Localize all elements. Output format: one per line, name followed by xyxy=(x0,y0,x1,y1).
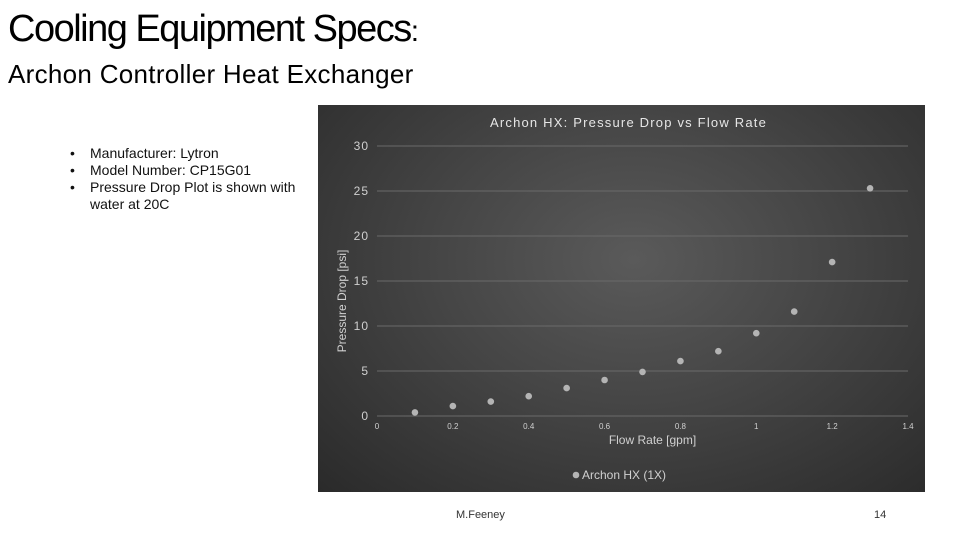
page-number: 14 xyxy=(874,509,887,521)
data-point xyxy=(752,329,760,337)
slide-title: Cooling Equipment Specs: xyxy=(8,10,419,48)
data-point xyxy=(601,376,608,384)
legend-label: Archon HX (1X) xyxy=(582,468,666,482)
data-point xyxy=(639,368,646,376)
slide-title-colon: : xyxy=(410,15,420,48)
pressure-drop-chart: Archon HX: Pressure Drop vs Flow Rate 0 5 1… xyxy=(335,115,914,482)
data-point xyxy=(828,258,836,266)
y-axis-title: Pressure Drop [psi] xyxy=(335,250,349,353)
y-tick-label: 5 xyxy=(361,364,369,378)
x-tick-label: 0.6 xyxy=(599,422,611,431)
y-tick-label: 20 xyxy=(354,229,369,243)
x-tick-label: 0.8 xyxy=(675,422,687,431)
data-point xyxy=(487,398,495,405)
data-point xyxy=(525,392,533,400)
y-tick-label: 25 xyxy=(354,184,369,198)
footer-author: M.Feeney xyxy=(456,509,505,521)
x-tick-label: 1.4 xyxy=(902,422,914,431)
x-tick-label: 0.4 xyxy=(523,422,535,431)
data-point xyxy=(677,357,684,365)
data-point xyxy=(411,409,419,416)
y-tick-label: 30 xyxy=(354,139,369,153)
x-tick-label: 1 xyxy=(754,422,759,431)
slide-title-text: Cooling Equipment Specs xyxy=(8,8,412,50)
y-tick-label: 10 xyxy=(354,319,369,333)
legend-marker xyxy=(572,471,580,479)
data-point xyxy=(866,185,874,192)
data-point xyxy=(715,347,722,355)
x-axis-title: Flow Rate [gpm] xyxy=(609,433,696,447)
chart-title: Archon HX: Pressure Drop vs Flow Rate xyxy=(490,115,767,130)
x-tick-label: 0.2 xyxy=(447,422,459,431)
chart-panel: Archon HX: Pressure Drop vs Flow Rate 0 5 1… xyxy=(318,105,925,492)
bullet-pressure-drop-note: Pressure Drop Plot is shown with water a… xyxy=(70,179,310,213)
data-point xyxy=(563,384,570,392)
data-point xyxy=(449,402,457,410)
slide-subtitle: Archon Controller Heat Exchanger xyxy=(8,59,414,89)
y-tick-label: 0 xyxy=(361,409,369,423)
data-point xyxy=(790,308,798,315)
x-tick-label: 0 xyxy=(375,422,380,431)
spec-bullet-list: Manufacturer: Lytron Model Number: CP15G… xyxy=(70,145,310,213)
bullet-manufacturer: Manufacturer: Lytron xyxy=(70,145,310,162)
y-tick-label: 15 xyxy=(354,274,369,288)
bullet-model-number: Model Number: CP15G01 xyxy=(70,162,310,179)
x-tick-label: 1.2 xyxy=(827,422,839,431)
